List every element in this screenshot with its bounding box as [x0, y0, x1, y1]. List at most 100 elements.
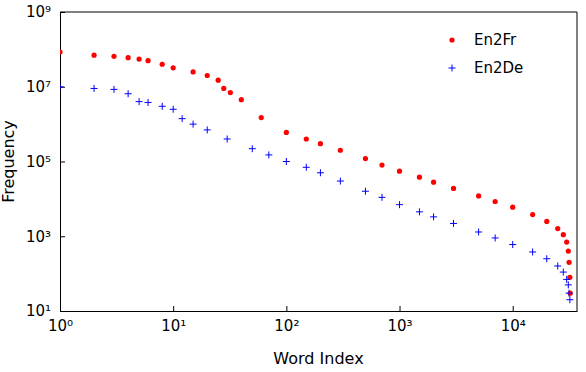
point: [397, 169, 402, 174]
point: [431, 180, 436, 185]
y-tick-label: 10⁵: [26, 153, 51, 171]
point: [561, 232, 566, 237]
x-tick-mark: [513, 306, 514, 311]
x-tick-label: 10³: [387, 317, 412, 335]
point: [283, 158, 290, 165]
legend-marker: [449, 37, 454, 42]
point: [563, 276, 570, 283]
y-tick: 10¹: [26, 302, 65, 320]
x-axis-line: [61, 311, 578, 312]
x-tick-mark: [286, 306, 287, 311]
point: [362, 188, 369, 195]
points: [60, 49, 573, 303]
legend-item: En2Fr: [449, 31, 517, 49]
point: [111, 54, 116, 59]
x-tick-label: 10⁴: [501, 317, 526, 335]
x-tick-label: 10⁰: [48, 317, 73, 335]
point: [564, 239, 569, 244]
plot: 10⁰10¹10²10³10⁴10¹10³10⁵10⁷10⁹: [26, 3, 578, 334]
y-tick: 10⁹: [26, 3, 65, 21]
point: [60, 83, 64, 90]
point: [221, 86, 226, 91]
point: [318, 141, 323, 146]
x-tick-mark: [400, 306, 401, 311]
y-tick-label: 10¹: [26, 302, 51, 320]
point: [216, 78, 221, 83]
point: [451, 186, 456, 191]
point: [566, 260, 571, 265]
point: [475, 228, 482, 235]
point: [190, 121, 197, 128]
point: [145, 99, 152, 106]
legend-marker: [449, 65, 456, 72]
x-tick-mark: [173, 306, 174, 311]
y-tick: 10⁵: [26, 153, 65, 171]
point: [137, 56, 142, 61]
y-tick: 10⁷: [26, 78, 65, 96]
point: [493, 199, 498, 204]
point: [179, 115, 186, 122]
point: [338, 148, 343, 153]
y-tick: 10³: [26, 228, 65, 246]
point: [450, 220, 457, 227]
point: [191, 69, 196, 74]
point: [171, 65, 176, 70]
point: [565, 281, 572, 288]
point: [110, 86, 117, 93]
series-0: [60, 49, 573, 295]
point: [205, 73, 210, 78]
point: [136, 98, 143, 105]
x-axis-title: Word Index: [273, 349, 363, 368]
point: [544, 219, 549, 224]
point: [317, 169, 324, 176]
x-tick: 10⁴: [501, 306, 526, 335]
point: [566, 249, 571, 254]
point: [554, 262, 561, 269]
point: [145, 58, 150, 63]
point: [303, 164, 310, 171]
point: [224, 135, 231, 142]
y-tick-label: 10³: [26, 228, 51, 246]
point: [555, 226, 560, 231]
point: [204, 126, 211, 133]
point: [126, 55, 131, 60]
point: [249, 145, 256, 152]
legend-label: En2De: [474, 59, 523, 77]
point: [284, 130, 289, 135]
point: [125, 90, 132, 97]
y-axis-title: Frequency: [0, 120, 18, 203]
point: [510, 205, 515, 210]
point: [91, 53, 96, 58]
point: [159, 103, 166, 110]
frame-top: [60, 12, 577, 13]
x-axis: 10⁰ 10¹ 10² 10³ 10⁴: [48, 306, 578, 335]
point: [259, 115, 264, 120]
series-1: [60, 83, 573, 303]
legend-label: En2Fr: [474, 31, 517, 49]
point: [492, 234, 499, 241]
chart: 10⁰10¹10²10³10⁴10¹10³10⁵10⁷10⁹Word Index…: [0, 0, 586, 372]
x-tick: 10³: [387, 306, 412, 335]
point: [476, 193, 481, 198]
x-tick: 10²: [274, 306, 299, 335]
point: [60, 49, 63, 54]
y-tick-label: 10⁷: [26, 78, 51, 96]
y-tick-label: 10⁹: [26, 3, 51, 21]
point: [529, 248, 536, 255]
point: [378, 194, 385, 201]
x-tick-label: 10²: [274, 317, 299, 335]
legend: En2Fr En2De: [449, 31, 524, 77]
y-tick-mark: [60, 12, 65, 13]
point: [417, 175, 422, 180]
point: [91, 85, 98, 92]
y-axis: 10¹ 10³ 10⁵ 10⁷ 10⁹: [26, 3, 65, 320]
point: [560, 269, 567, 276]
point: [363, 156, 368, 161]
x-tick: 10¹: [161, 306, 186, 335]
frame-right: [577, 12, 578, 311]
point: [416, 208, 423, 215]
point: [160, 62, 165, 67]
point: [543, 255, 550, 262]
point: [566, 290, 573, 297]
point: [379, 163, 384, 168]
